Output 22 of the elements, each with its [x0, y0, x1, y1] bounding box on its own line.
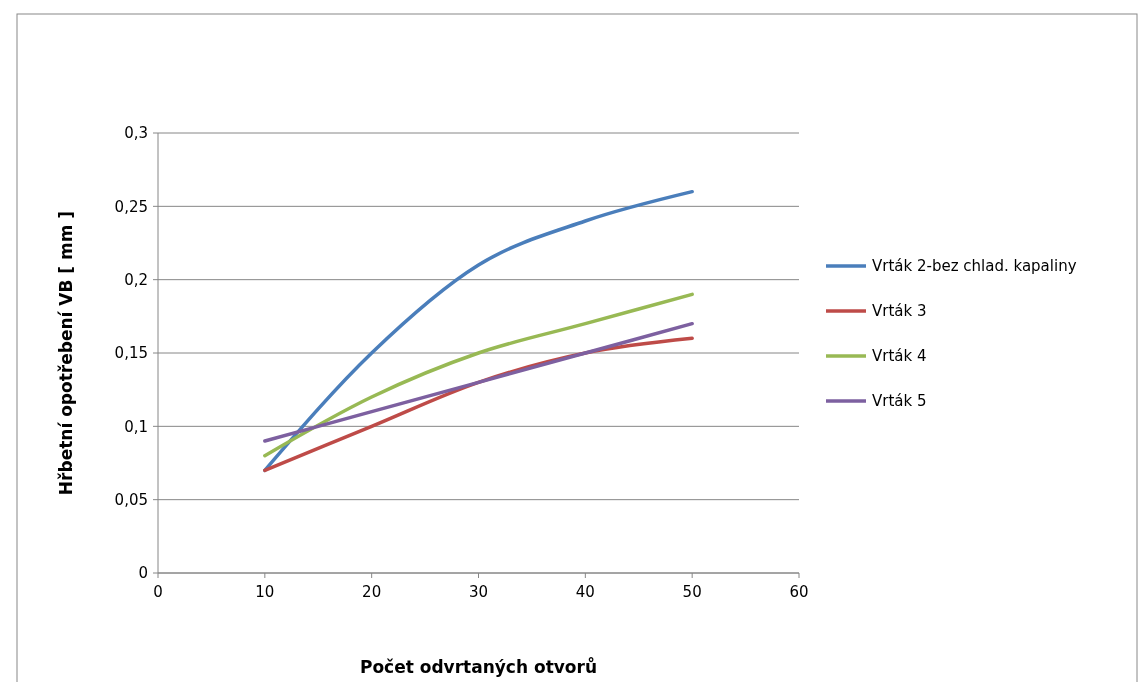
legend-label: Vrták 3	[872, 302, 927, 321]
x-tick-label: 20	[362, 583, 382, 601]
legend-label: Vrták 2-bez chlad. kapaliny	[872, 257, 1077, 276]
y-axis-title: Hřbetní opotřebení VB [ mm ]	[56, 210, 76, 496]
x-tick-label: 50	[682, 583, 702, 601]
legend-label: Vrták 4	[872, 347, 927, 366]
y-tick-label: 0,3	[124, 124, 148, 143]
y-tick-label: 0,15	[114, 344, 148, 363]
y-tick-label: 0,2	[124, 270, 148, 289]
line-series	[263, 321, 694, 443]
x-tick-label: 10	[255, 583, 275, 601]
y-tick-label: 0,1	[124, 417, 148, 436]
x-tick-label: 30	[468, 583, 489, 601]
x-axis-title: Počet odvrtaných otvorů	[359, 656, 598, 677]
y-tick-label: 0,25	[114, 197, 148, 216]
legend-label: Vrták 5	[872, 392, 927, 411]
x-tick-label: 60	[789, 583, 809, 601]
x-tick-label: 40	[575, 583, 595, 601]
y-tick-label: 0	[138, 564, 148, 583]
x-tick-label: 0	[153, 583, 163, 601]
line-series	[263, 292, 694, 458]
y-tick-label: 0,05	[114, 490, 148, 509]
